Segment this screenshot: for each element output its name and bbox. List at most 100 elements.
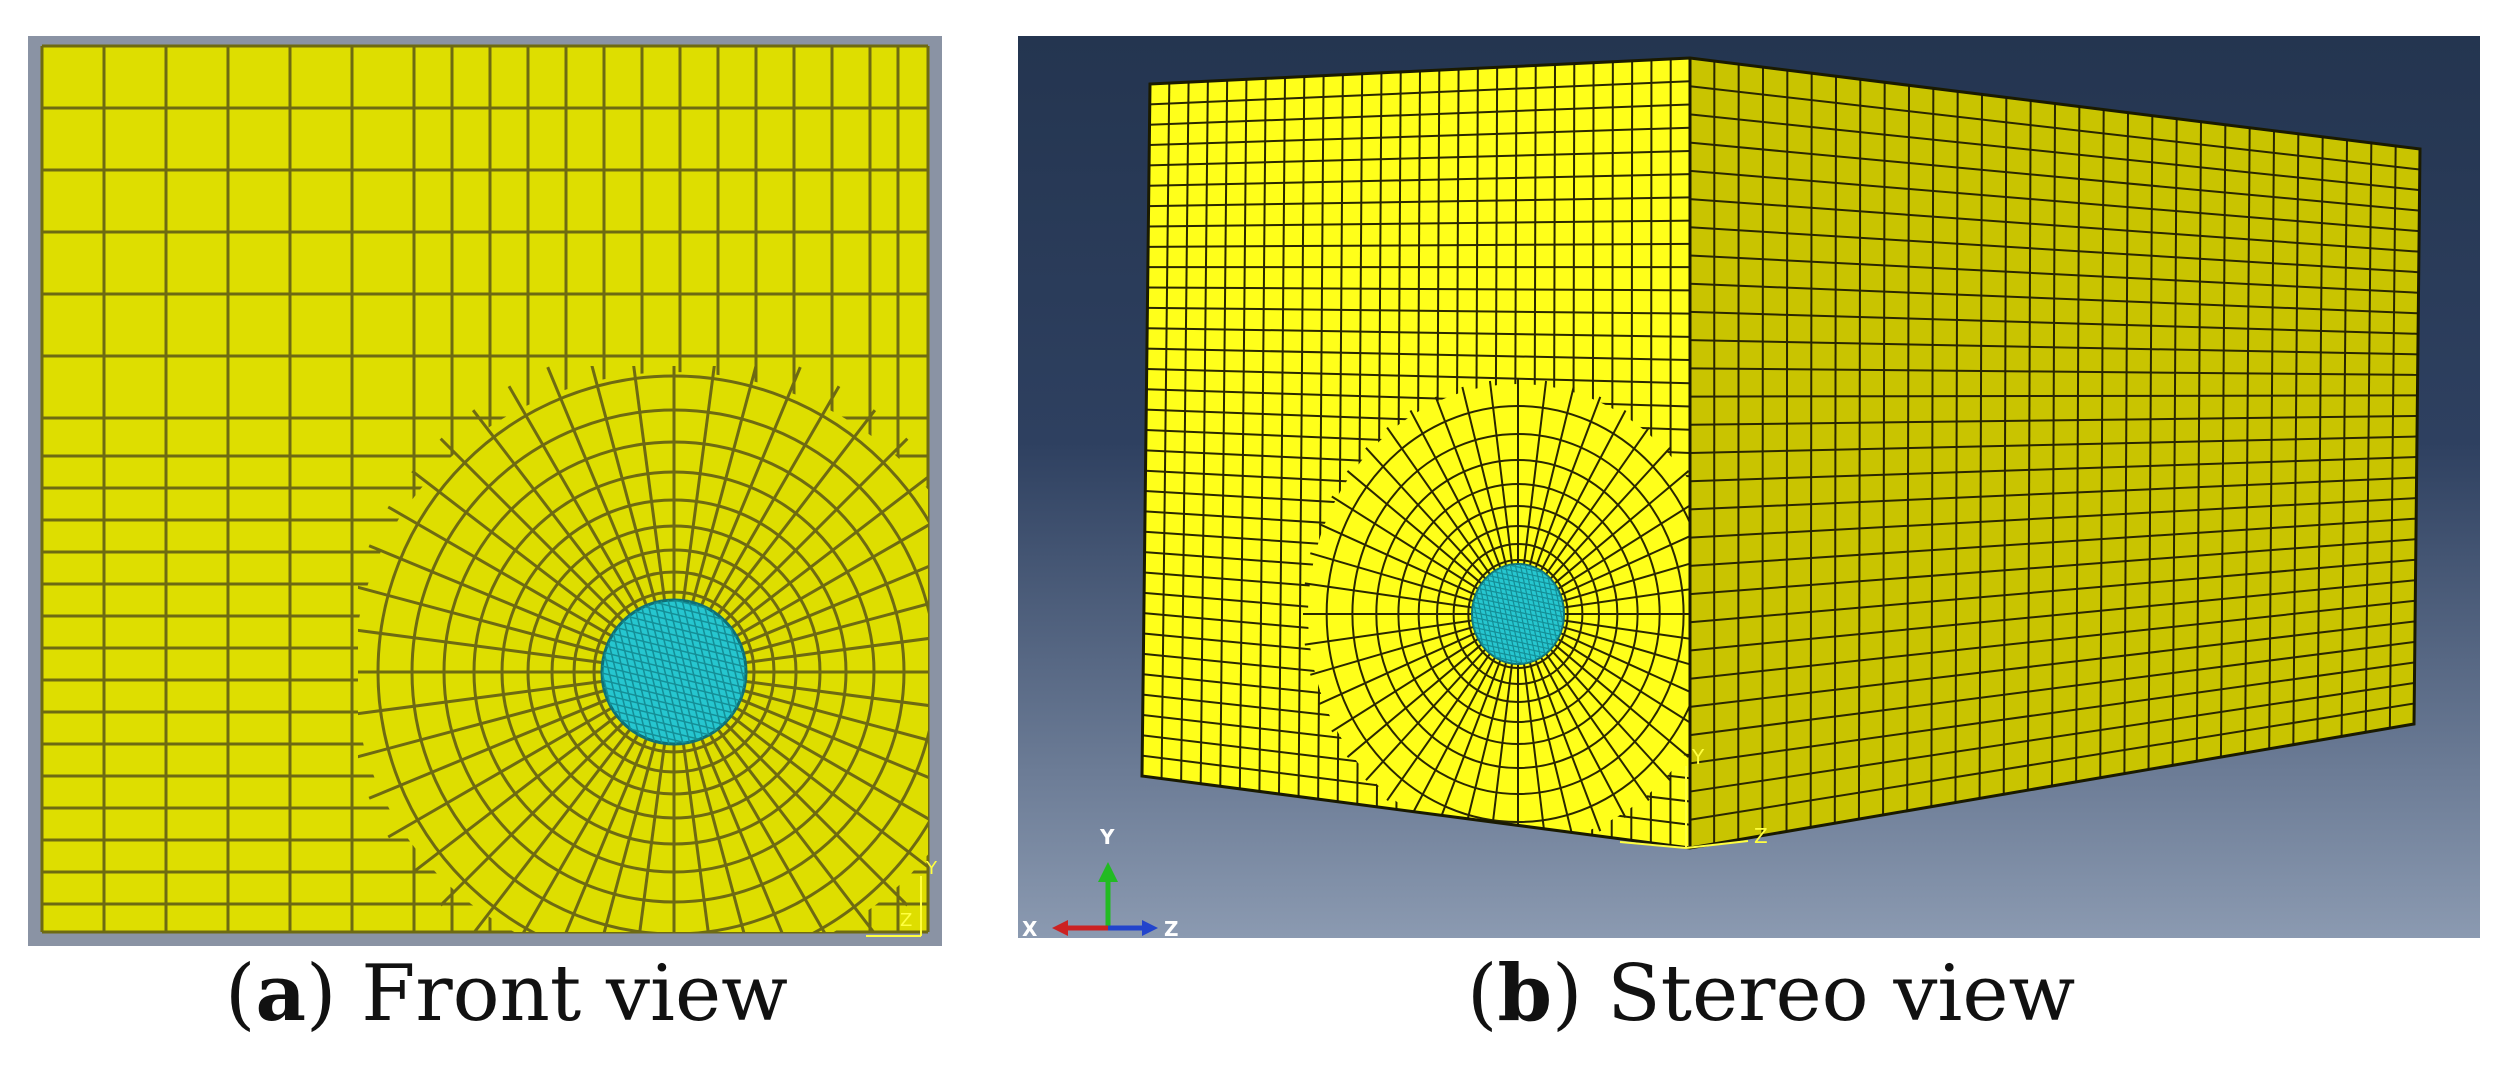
box-radial-spoke: [1318, 632, 1476, 705]
box-radial-spoke: [1304, 619, 1473, 646]
box-inclusion-hatch: [1488, 564, 1514, 664]
box-side-line-h: [1689, 599, 2416, 680]
box-side-line-h: [1689, 282, 2419, 315]
front-inclusion-hatch: [602, 684, 746, 726]
box-side-line-h: [1689, 169, 2420, 233]
box-front-line-h: [1146, 367, 1691, 385]
box-radial-spoke: [1346, 643, 1483, 758]
front-radial-spoke: [691, 741, 746, 932]
box-radial-spoke: [1540, 656, 1627, 818]
box-side-line-h: [1689, 339, 2418, 356]
box-side-face: [1690, 58, 2420, 848]
box-radial-spoke: [1310, 552, 1474, 603]
front-radial-spoke: [739, 698, 928, 779]
front-view-caption: (a) Front view: [225, 948, 788, 1039]
box-side-line-h: [1689, 367, 2418, 376]
front-radial-spoke: [735, 706, 928, 821]
front-radial-spoke: [358, 628, 603, 665]
front-inclusion-hatch: [644, 600, 686, 744]
box-side-line-h: [1689, 394, 2418, 398]
front-radial-spoke: [439, 437, 625, 623]
box-outline: [1140, 56, 2422, 850]
front-radial-spoke: [358, 679, 603, 716]
box-side-line-h: [1689, 640, 2415, 737]
box-inclusion-hatch: [1472, 594, 1564, 620]
front-inclusion-hatch: [602, 670, 746, 712]
front-radial-spoke: [507, 385, 640, 611]
box-side-line-h: [1689, 681, 2415, 793]
box-side-line-h: [1689, 620, 2416, 708]
box-radial-spoke: [1365, 447, 1487, 580]
box-side-line-h: [1689, 456, 2417, 483]
box-front-line-h: [1149, 103, 1691, 126]
front-radial-spoke: [700, 737, 784, 932]
front-inclusion-hatch: [602, 621, 746, 663]
box-inclusion-hatch: [1508, 564, 1534, 664]
front-radial-spoke: [723, 721, 909, 907]
box-side-line-h: [1689, 85, 2420, 171]
box-side-line-h: [1689, 497, 2417, 539]
stereo-view-mesh: Y Z Y X Z: [1018, 36, 2480, 938]
box-side-line-h: [1689, 141, 2420, 212]
front-radial-spoke: [411, 469, 618, 630]
front-radial-spoke: [743, 689, 928, 742]
box-radial-spoke: [1545, 653, 1650, 802]
box-inclusion-hatch: [1543, 564, 1564, 664]
front-radial-spoke: [745, 637, 928, 665]
box-radial-spoke: [1304, 582, 1473, 609]
front-radial-spoke: [739, 565, 928, 646]
box-inclusion-hatch: [1523, 564, 1549, 664]
box-side-line-h: [1689, 414, 2418, 426]
box-radial-spoke: [1534, 659, 1602, 832]
front-radial-spoke: [387, 706, 613, 839]
box-front-line-h: [1149, 126, 1691, 147]
front-radial-spoke: [730, 714, 928, 869]
front-radial-spoke: [411, 714, 618, 875]
front-axis-marker: Y Z: [866, 858, 938, 937]
box-side-line-h: [1689, 558, 2416, 624]
front-radial-spoke: [590, 366, 657, 603]
front-radial-spoke: [368, 698, 609, 800]
box-side-line-h: [1689, 254, 2419, 294]
view-triad: Y X Z: [1022, 825, 1179, 938]
front-radial-spoke: [358, 585, 605, 655]
box-inclusion-hatch: [1528, 564, 1554, 664]
front-radial-spoke: [743, 602, 928, 655]
box-radial-spoke: [1461, 386, 1508, 566]
box-side-line-h: [1689, 113, 2420, 192]
box-radial-spoke: [1557, 495, 1690, 590]
box-radial-spoke: [1534, 396, 1602, 569]
front-inclusion-hatch: [686, 600, 728, 744]
front-radial-spoke: [564, 737, 648, 932]
box-side-grid: [1689, 57, 2421, 849]
box-radial-spoke: [1549, 447, 1671, 580]
box-radial-spoke: [1563, 582, 1690, 609]
box-radial-spoke: [1563, 619, 1690, 646]
front-inclusion-hatch: [679, 600, 721, 744]
front-radial-spoke: [700, 366, 802, 607]
box-radial-spoke: [1523, 380, 1548, 565]
triad-y-label: Y: [1099, 825, 1115, 849]
box-radial-spoke: [1386, 653, 1491, 802]
box-side-line-h: [1689, 517, 2417, 567]
box-axis-marker: Y Z: [1619, 745, 1768, 849]
front-inclusion-hatch: [623, 600, 665, 744]
box-radial-spoke: [1488, 663, 1513, 848]
box-side-line-h: [1689, 476, 2417, 511]
box-radial-spoke: [1346, 470, 1483, 585]
front-radial-spoke: [472, 728, 632, 932]
front-view-panel: Y Z: [28, 36, 942, 946]
stereo-view-panel: Y Z Y X Z: [1018, 36, 2480, 938]
box-side-line-h: [1689, 310, 2419, 335]
box-radial-spoke: [1562, 552, 1690, 603]
triad-z-arrow: [1142, 920, 1158, 936]
caption-letter-b: b: [1497, 948, 1552, 1039]
front-radial-spoke: [632, 366, 667, 601]
caption-text-b: Stereo view: [1607, 949, 2076, 1039]
front-radial-spoke: [439, 721, 625, 907]
stereo-view-caption: (b) Stereo view: [1467, 948, 2076, 1039]
box-front-line-h: [1147, 286, 1691, 292]
box-inclusion-hatch: [1472, 599, 1564, 625]
box-radial-spoke: [1528, 386, 1575, 566]
front-radial-spoke: [387, 505, 613, 638]
